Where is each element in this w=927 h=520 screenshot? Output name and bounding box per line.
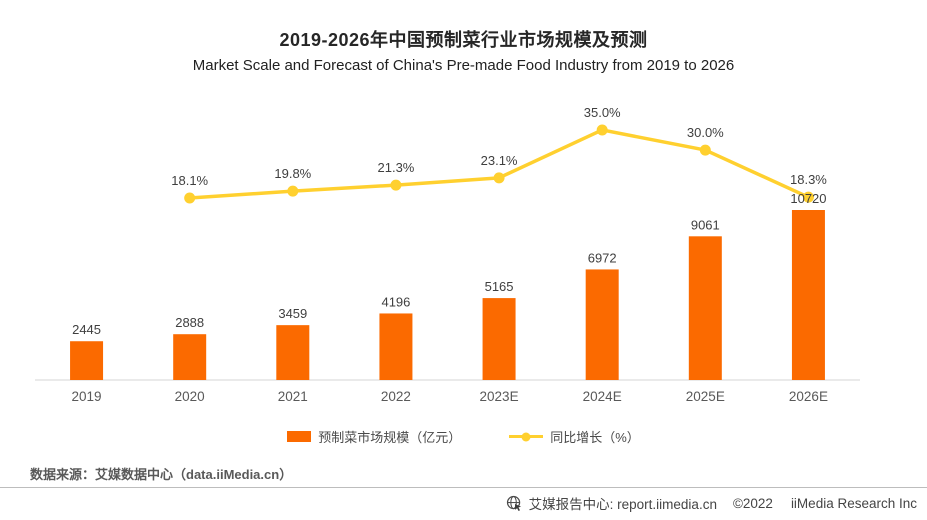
- bar-value-label-2022: 4196: [381, 294, 410, 309]
- growth-point-2020: [184, 192, 196, 204]
- bar-value-label-2019: 2445: [72, 322, 101, 337]
- category-label-2026E: 2026E: [789, 389, 828, 404]
- bar-value-label-2020: 2888: [175, 315, 204, 330]
- bar-value-label-2025E: 9061: [691, 217, 720, 232]
- line-legend-marker: [509, 435, 544, 438]
- growth-point-2025E: [699, 144, 711, 156]
- growth-label-2023E: 23.1%: [481, 153, 518, 168]
- bar-legend-label: 预制菜市场规模（亿元）: [318, 430, 462, 445]
- bar-2023E: [482, 298, 516, 380]
- category-label-2023E: 2023E: [480, 389, 519, 404]
- bar-2025E: [688, 236, 722, 380]
- cursor-pointer-glyph: [514, 503, 521, 511]
- growth-label-2026E: 18.3%: [790, 172, 827, 187]
- growth-point-2026E: [802, 191, 814, 203]
- iimedia-globe-icon: [506, 495, 521, 511]
- growth-point-2021: [287, 185, 299, 197]
- footer-bar: 艾媒报告中心: report.iimedia.cn ©2022 iiMedia …: [506, 493, 917, 513]
- bar-2019: [70, 341, 104, 380]
- bar-value-label-2021: 3459: [278, 306, 307, 321]
- growth-label-2024E: 35.0%: [584, 105, 621, 120]
- legend-item-market-scale: 预制菜市场规模（亿元）: [287, 427, 461, 446]
- chart-title-en: Market Scale and Forecast of China's Pre…: [192, 57, 735, 74]
- bar-value-label-2026E: 10720: [790, 191, 826, 206]
- footer-divider: [0, 487, 927, 488]
- growth-point-2024E: [596, 124, 608, 136]
- chart-title-cn: 2019-2026年中国预制菜行业市场规模及预测: [279, 30, 648, 50]
- bar-2022: [379, 313, 413, 380]
- bar-legend-swatch: [287, 431, 312, 442]
- bar-2026E: [791, 210, 825, 380]
- category-label-2019: 2019: [72, 389, 102, 404]
- growth-label-2025E: 30.0%: [687, 125, 724, 140]
- category-label-2022: 2022: [381, 389, 411, 404]
- data-source-note: 数据来源：艾媒数据中心（data.iiMedia.cn）: [30, 467, 293, 482]
- chart-svg: 18.1% 19.8% 21.3% 23.1% 35.0% 30.0% 18.3% 2445 2…: [35, 105, 860, 404]
- legend: 预制菜市场规模（亿元） 同比增长（%）: [0, 427, 927, 446]
- category-label-2025E: 2025E: [686, 389, 725, 404]
- bar-2021: [276, 325, 310, 380]
- bar-value-label-2024E: 6972: [588, 250, 617, 265]
- growth-label-2022: 21.3%: [378, 160, 415, 175]
- report-center-link: 艾媒报告中心: report.iimedia.cn: [528, 497, 717, 512]
- legend-item-yoy-growth: 同比增长（%）: [509, 427, 640, 446]
- category-label-2024E: 2024E: [583, 389, 622, 404]
- growth-point-2022: [390, 179, 402, 191]
- growth-label-2021: 19.8%: [274, 166, 311, 181]
- category-label-2020: 2020: [175, 389, 205, 404]
- bar-2024E: [585, 269, 619, 380]
- growth-label-2020: 18.1%: [171, 173, 208, 188]
- bar-2020: [173, 334, 207, 380]
- bar-value-label-2023E: 5165: [485, 279, 514, 294]
- copyright-year: ©2022: [732, 495, 773, 511]
- category-label-2021: 2021: [278, 389, 308, 404]
- line-legend-label: 同比增长（%）: [550, 430, 640, 445]
- company-name: iiMedia Research Inc: [790, 495, 917, 511]
- growth-point-2023E: [493, 172, 505, 184]
